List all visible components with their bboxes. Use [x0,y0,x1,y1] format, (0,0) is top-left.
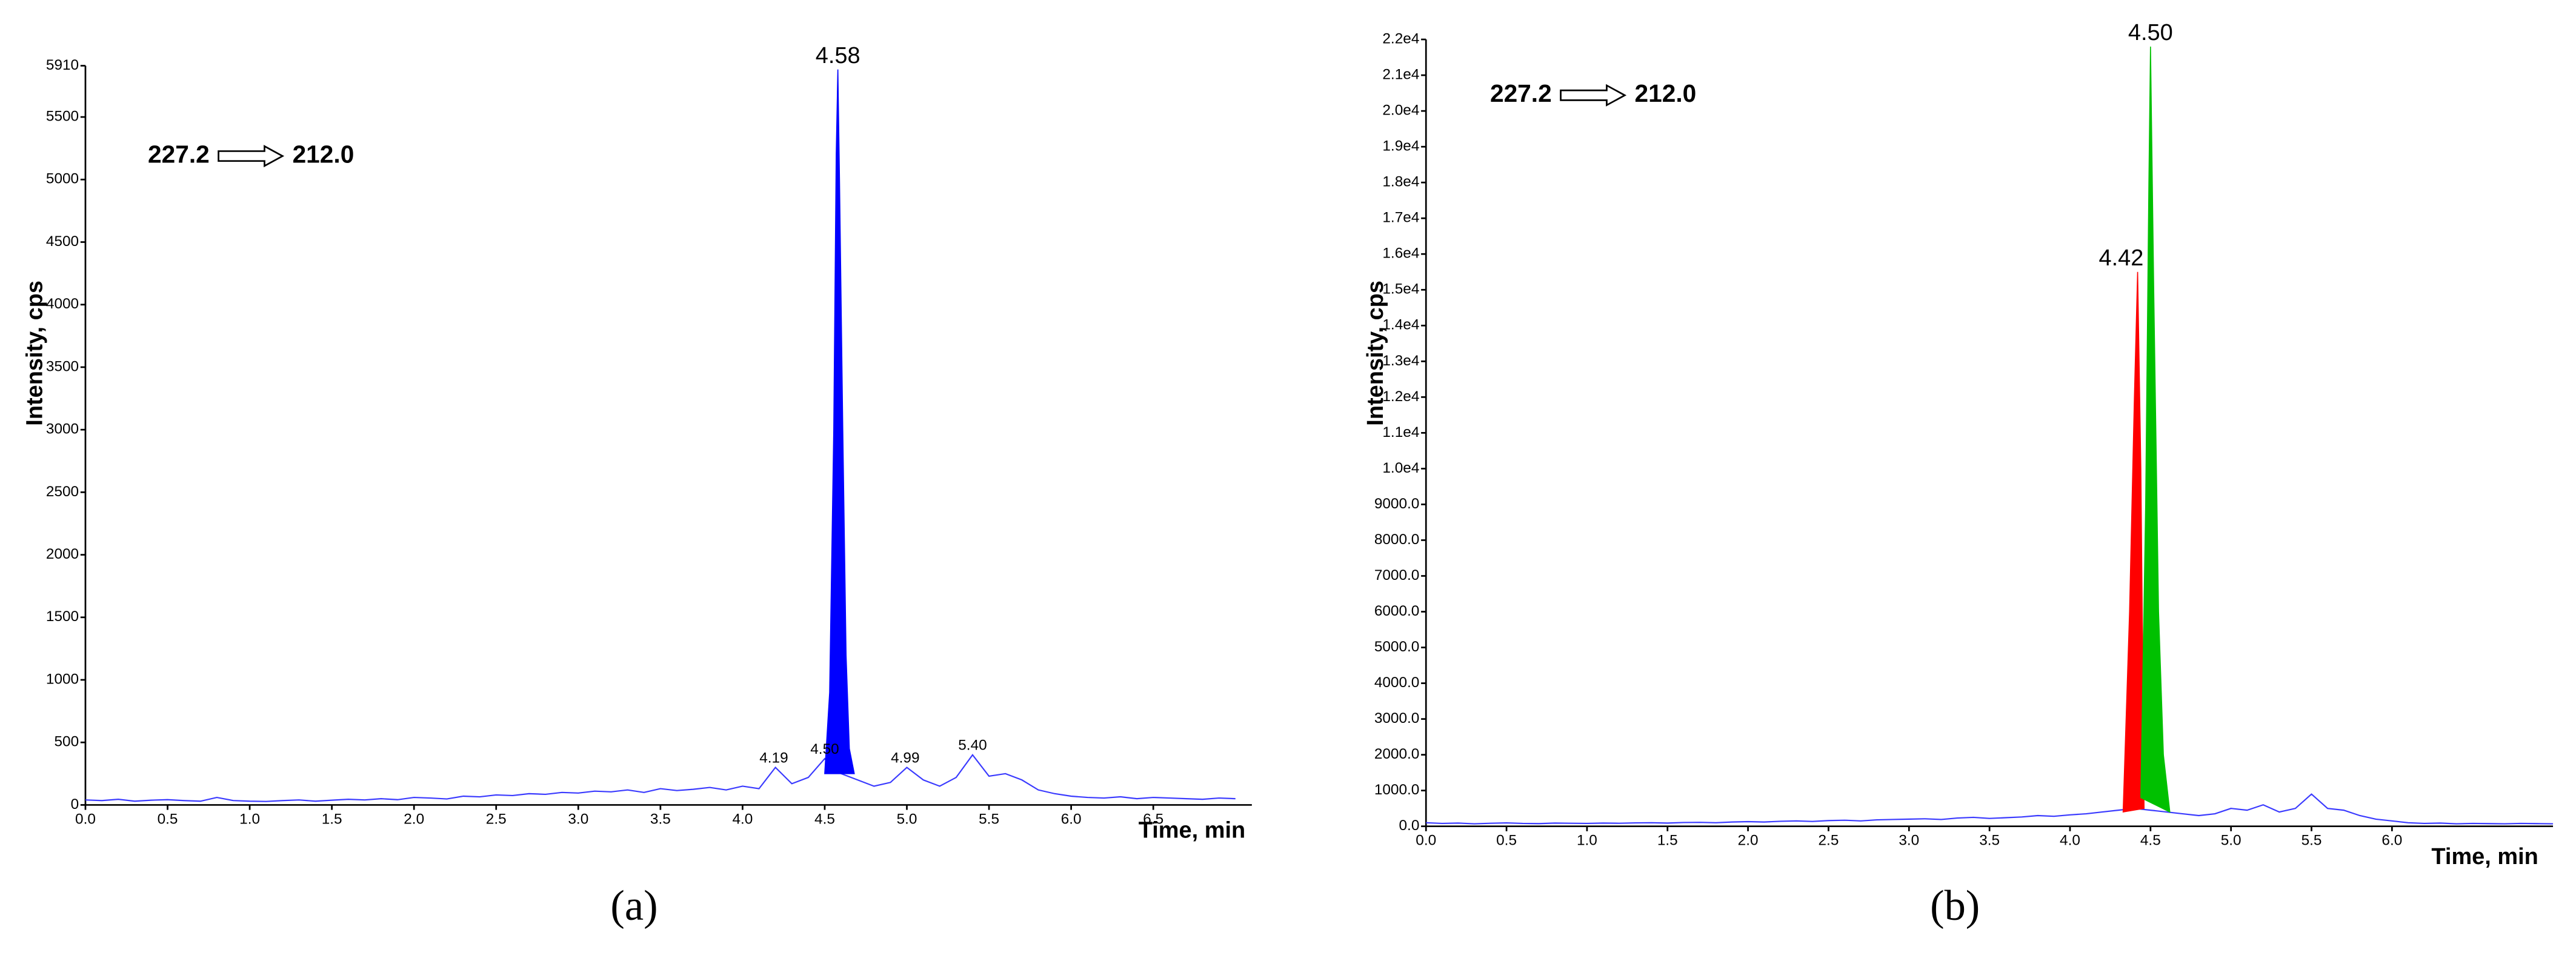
peak-label: 5.40 [958,737,987,754]
y-tick-label: 1.5e4 [1382,281,1419,298]
x-tick-label: 1.5 [1657,833,1678,849]
transition-arrow [1560,84,1627,107]
x-tick-label: 4.5 [2140,833,2161,849]
x-tick-label: 3.5 [650,811,671,827]
y-tick-label: 4500 [46,233,79,250]
x-tick-label: 4.0 [732,811,753,827]
x-tick-label: 4.0 [2060,833,2080,849]
x-tick-label: 3.5 [1979,833,2000,849]
y-tick-label: 4000.0 [1374,674,1420,691]
x-tick-label: 6.5 [1143,811,1163,827]
x-tick-label: 2.0 [404,811,424,827]
x-tick-label: 5.5 [2301,833,2322,849]
x-tick-label: 3.0 [568,811,588,827]
y-tick-label: 9000.0 [1374,496,1420,512]
y-tick-label: 1500 [46,608,79,625]
y-axis-title: Intensity, cps [1363,281,1388,426]
peak-area [824,69,855,774]
x-tick-label: 2.5 [1819,833,1839,849]
y-tick-label: 1.3e4 [1382,353,1419,369]
y-tick-label: 1.2e4 [1382,388,1419,405]
y-tick-label: 4000 [46,296,79,312]
x-axis-title: Time, min [2431,844,2538,870]
x-tick-label: 1.0 [239,811,260,827]
y-tick-label: 2500 [46,484,79,500]
y-tick-label: 1.9e4 [1382,138,1419,155]
y-tick-label: 2.2e4 [1382,31,1419,47]
y-tick-label: 1.1e4 [1382,424,1419,441]
x-tick-label: 5.0 [2221,833,2242,849]
y-tick-label: 3500 [46,358,79,374]
y-tick-label: 1.0e4 [1382,460,1419,476]
x-tick-label: 0.5 [1496,833,1517,849]
x-tick-label: 0.0 [1416,833,1436,849]
y-tick-label: 1.7e4 [1382,210,1419,226]
x-tick-label: 2.5 [486,811,507,827]
y-tick-label: 2.1e4 [1382,67,1419,83]
y-tick-label: 2.0e4 [1382,102,1419,119]
y-tick-label: 5000.0 [1374,639,1420,655]
panel-label: (b) [1930,882,1980,929]
transition-arrow [218,145,285,168]
panel-label: (a) [610,882,657,929]
peak-label: 4.50 [810,741,839,757]
y-tick-label: 0.0 [1399,817,1419,834]
y-axis-title: Intensity, cps [22,281,48,426]
product-mz: 212.0 [1635,79,1697,107]
y-tick-label: 1.8e4 [1382,174,1419,190]
x-tick-label: 5.5 [979,811,999,827]
peak-label: 4.99 [891,750,919,766]
peak-area [2122,271,2145,813]
x-tick-label: 3.0 [1899,833,1919,849]
y-tick-label: 5910 [46,57,79,73]
y-tick-label: 2000.0 [1374,746,1420,762]
x-tick-label: 0.5 [158,811,178,827]
peak-area [2140,46,2171,813]
x-tick-label: 5.0 [897,811,917,827]
y-tick-label: 1.6e4 [1382,245,1419,262]
baseline-trace [85,754,1236,802]
y-tick-label: 3000.0 [1374,710,1420,727]
y-tick-label: 500 [54,734,79,750]
y-tick-label: 5500 [46,108,79,125]
x-tick-label: 4.5 [814,811,835,827]
x-tick-label: 2.0 [1738,833,1759,849]
x-tick-label: 0.0 [75,811,96,827]
peak-label: 4.58 [816,43,860,68]
x-tick-label: 1.0 [1577,833,1597,849]
precursor-mz: 227.2 [1490,79,1552,107]
x-tick-label: 6.0 [1061,811,1082,827]
x-axis-title: Time, min [1139,818,1245,843]
y-tick-label: 0 [71,796,79,813]
product-mz: 212.0 [293,140,354,168]
y-tick-label: 1000 [46,671,79,687]
y-tick-label: 1000.0 [1374,782,1420,798]
y-tick-label: 7000.0 [1374,567,1420,584]
y-tick-label: 2000 [46,546,79,562]
x-tick-label: 1.5 [322,811,342,827]
peak-label: 4.50 [2128,20,2173,45]
y-tick-label: 3000 [46,421,79,437]
y-tick-label: 8000.0 [1374,531,1420,548]
precursor-mz: 227.2 [148,140,210,168]
peak-label: 4.19 [759,750,788,766]
y-tick-label: 1.4e4 [1382,317,1419,333]
y-tick-label: 5000 [46,171,79,187]
y-tick-label: 6000.0 [1374,603,1420,619]
x-tick-label: 6.0 [2381,833,2402,849]
peak-label: 4.42 [2099,245,2144,271]
baseline-trace [1426,793,2554,825]
